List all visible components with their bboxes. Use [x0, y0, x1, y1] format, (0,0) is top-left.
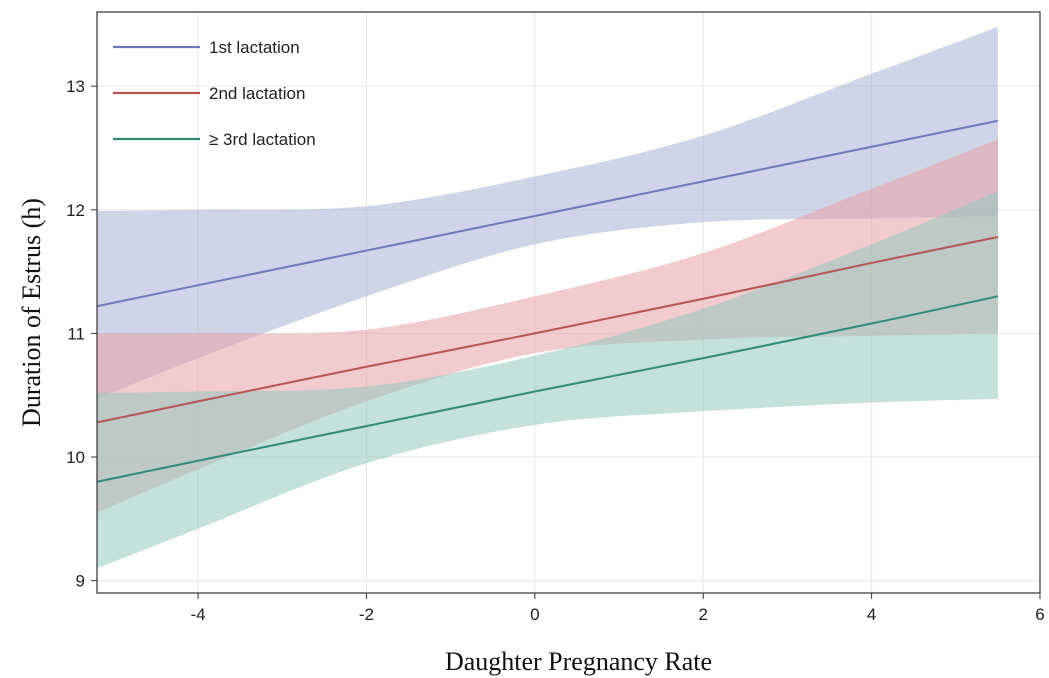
series-lines [96, 119, 999, 483]
confidence-bands [97, 26, 998, 569]
x-tick-label: -4 [190, 605, 205, 624]
series-line-1 [96, 119, 999, 308]
y-tick-label: 11 [67, 324, 85, 343]
series-line-2 [96, 236, 999, 424]
axis-ticks: -4 -2 0 2 4 6 9 10 11 12 13 [66, 77, 1045, 624]
x-tick-label: 2 [698, 605, 707, 624]
plot-frame [96, 11, 1041, 594]
legend-label-2: 2nd lactation [209, 84, 305, 103]
series-line-3 [96, 295, 999, 483]
x-tick-label: 4 [867, 605, 876, 624]
y-tick-label: 9 [76, 572, 85, 591]
x-tick-label: -2 [359, 605, 374, 624]
x-tick-label: 6 [1035, 605, 1044, 624]
x-axis-title: Daughter Pregnancy Rate [445, 647, 712, 676]
y-axis-title: Duration of Estrus (h) [17, 198, 46, 427]
legend: 1st lactation 2nd lactation ≥ 3rd lactatio… [113, 38, 316, 149]
y-tick-label: 10 [66, 448, 85, 467]
confidence-band-3 [97, 191, 998, 569]
y-tick-label: 12 [66, 201, 85, 220]
legend-label-3: ≥ 3rd lactation [209, 130, 316, 149]
x-tick-label: 0 [530, 605, 539, 624]
legend-label-1: 1st lactation [209, 38, 300, 57]
confidence-band-2 [97, 139, 998, 513]
y-tick-label: 13 [66, 77, 85, 96]
